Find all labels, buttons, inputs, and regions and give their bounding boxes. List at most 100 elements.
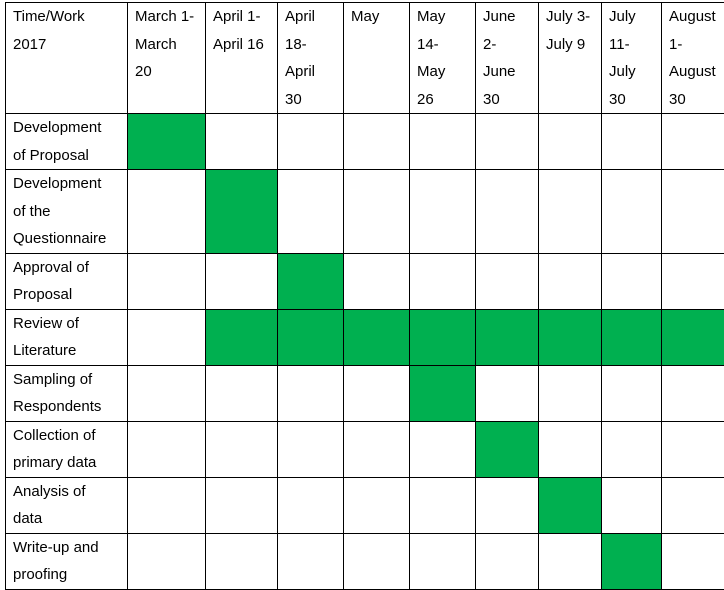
schedule-cell — [476, 365, 539, 421]
schedule-cell — [206, 421, 278, 477]
cell-text-line: March — [135, 31, 205, 59]
schedule-cell — [128, 421, 206, 477]
schedule-cell — [476, 533, 539, 589]
cell-text-line: 11- — [609, 31, 661, 59]
header-cell: July 3-July 9 — [539, 3, 602, 114]
cell-text-line: June — [483, 58, 538, 86]
schedule-cell — [602, 477, 662, 533]
cell-text-line: 18- — [285, 31, 343, 59]
schedule-cell — [662, 309, 724, 365]
schedule-cell — [539, 421, 602, 477]
cell-text-line: 30 — [483, 86, 538, 114]
schedule-cell — [662, 477, 724, 533]
schedule-cell — [128, 253, 206, 309]
schedule-cell — [539, 477, 602, 533]
schedule-cell — [476, 170, 539, 254]
schedule-cell — [278, 309, 344, 365]
schedule-cell — [206, 477, 278, 533]
cell-text-line: 14- — [417, 31, 475, 59]
schedule-cell — [476, 309, 539, 365]
schedule-cell — [602, 253, 662, 309]
header-cell: April 1-April 16 — [206, 3, 278, 114]
cell-text-line: 20 — [135, 58, 205, 86]
schedule-cell — [128, 365, 206, 421]
cell-text-line: of the — [13, 198, 127, 226]
schedule-cell — [344, 253, 410, 309]
header-cell: May — [344, 3, 410, 114]
schedule-cell — [410, 170, 476, 254]
schedule-cell — [278, 421, 344, 477]
cell-text-line: July 3- — [546, 3, 601, 31]
schedule-cell — [662, 365, 724, 421]
schedule-cell — [278, 533, 344, 589]
schedule-cell — [662, 533, 724, 589]
schedule-cell — [278, 253, 344, 309]
schedule-cell — [206, 533, 278, 589]
schedule-cell — [128, 170, 206, 254]
schedule-cell — [344, 533, 410, 589]
schedule-cell — [344, 365, 410, 421]
cell-text-line: August — [669, 58, 724, 86]
cell-text-line: 26 — [417, 86, 475, 114]
schedule-cell — [410, 365, 476, 421]
schedule-cell — [128, 477, 206, 533]
schedule-cell — [539, 365, 602, 421]
cell-text-line: Sampling of — [13, 366, 127, 394]
schedule-cell — [278, 170, 344, 254]
cell-text-line: of Proposal — [13, 142, 127, 170]
schedule-cell — [410, 477, 476, 533]
schedule-cell — [539, 309, 602, 365]
cell-text-line: 30 — [285, 86, 343, 114]
schedule-cell — [128, 309, 206, 365]
cell-text-line: proofing — [13, 561, 127, 589]
schedule-cell — [410, 309, 476, 365]
cell-text-line: 1- — [669, 31, 724, 59]
schedule-cell — [206, 170, 278, 254]
schedule-cell — [476, 421, 539, 477]
schedule-cell — [206, 309, 278, 365]
cell-text-line: Analysis of — [13, 478, 127, 506]
schedule-cell — [410, 114, 476, 170]
schedule-cell — [662, 421, 724, 477]
schedule-cell — [539, 533, 602, 589]
schedule-cell — [344, 421, 410, 477]
schedule-cell — [410, 421, 476, 477]
cell-text-line: Development — [13, 114, 127, 142]
schedule-cell — [476, 114, 539, 170]
cell-text-line: April 16 — [213, 31, 277, 59]
schedule-cell — [278, 114, 344, 170]
schedule-cell — [206, 114, 278, 170]
schedule-cell — [344, 477, 410, 533]
schedule-cell — [128, 533, 206, 589]
schedule-cell — [602, 114, 662, 170]
cell-text-line: July 9 — [546, 31, 601, 59]
cell-text-line: August — [669, 3, 724, 31]
cell-text-line: Collection of — [13, 422, 127, 450]
cell-text-line: May — [417, 3, 475, 31]
schedule-cell — [539, 170, 602, 254]
cell-text-line: May — [417, 58, 475, 86]
schedule-cell — [206, 253, 278, 309]
cell-text-line: July — [609, 3, 661, 31]
schedule-cell — [602, 309, 662, 365]
schedule-cell — [602, 421, 662, 477]
cell-text-line: April 1- — [213, 3, 277, 31]
cell-text-line: primary data — [13, 449, 127, 477]
schedule-cell — [539, 253, 602, 309]
schedule-cell — [662, 253, 724, 309]
cell-text-line: Questionnaire — [13, 225, 127, 253]
schedule-cell — [344, 170, 410, 254]
cell-text-line: May — [351, 3, 409, 31]
cell-text-line: Write-up and — [13, 534, 127, 562]
cell-text-line: 30 — [609, 86, 661, 114]
